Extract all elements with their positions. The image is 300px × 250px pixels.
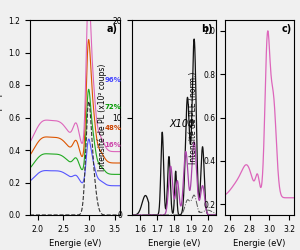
Text: a): a) <box>106 24 118 34</box>
Text: b): b) <box>201 24 212 34</box>
Text: 16%: 16% <box>105 142 121 148</box>
Y-axis label: Intensité de PLE (norm.): Intensité de PLE (norm.) <box>189 71 198 164</box>
Y-axis label: Intensité de PL (x10² coups): Intensité de PL (x10² coups) <box>98 64 107 171</box>
Text: 96%: 96% <box>105 77 121 83</box>
Y-axis label: Densité Optique: Densité Optique <box>0 83 3 152</box>
X-axis label: Energie (eV): Energie (eV) <box>148 239 200 248</box>
Text: 48%: 48% <box>105 126 122 132</box>
Text: c): c) <box>282 24 292 34</box>
Text: 72%: 72% <box>105 104 121 110</box>
X-axis label: Energie (eV): Energie (eV) <box>233 239 286 248</box>
Text: X100: X100 <box>170 119 195 129</box>
X-axis label: Energie (eV): Energie (eV) <box>49 239 101 248</box>
